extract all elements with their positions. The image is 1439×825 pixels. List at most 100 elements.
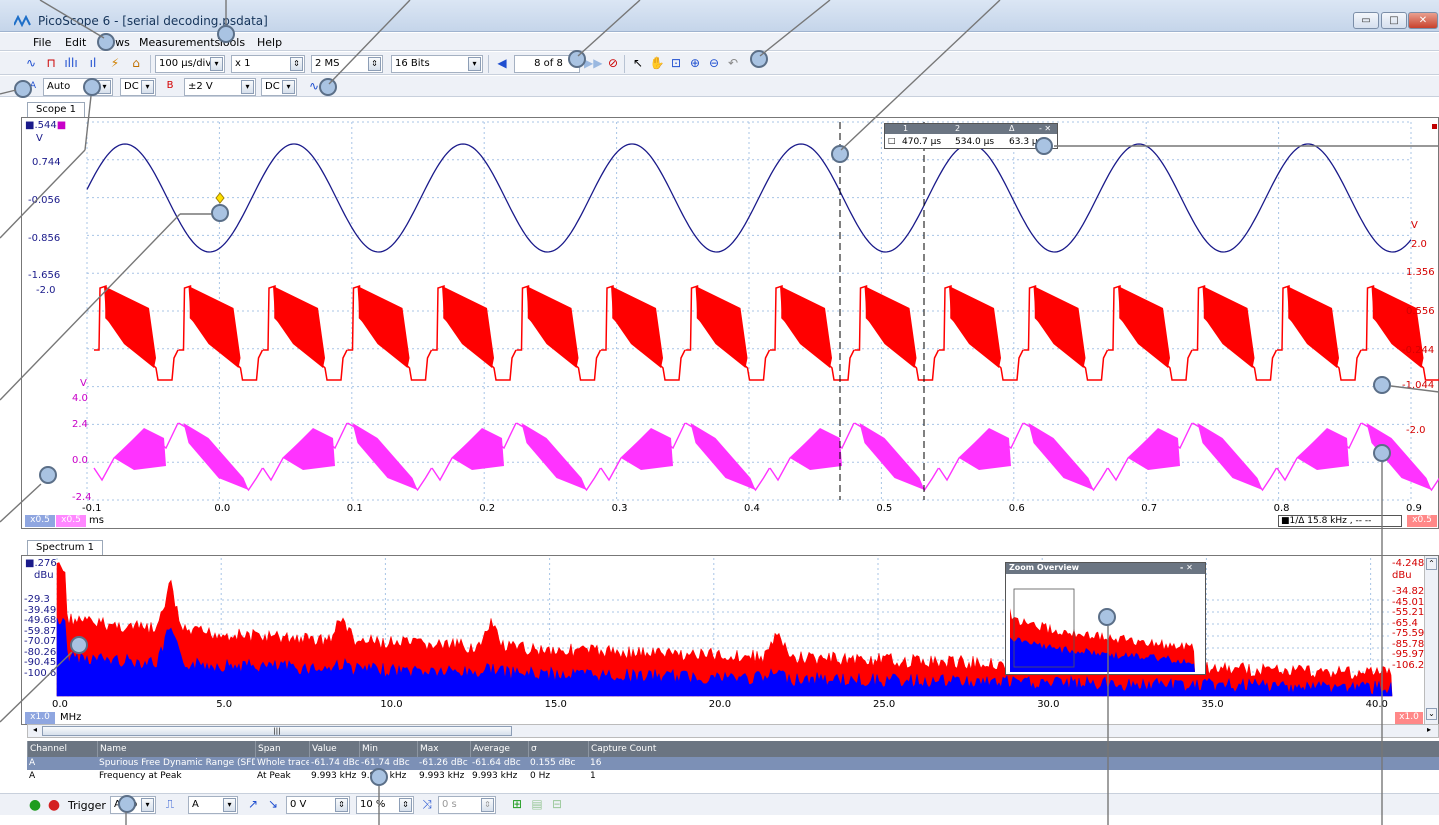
math-zoom-badge[interactable]: x0.5: [56, 515, 86, 527]
zoom-stepper[interactable]: x 1 ⇕: [231, 55, 305, 73]
rising-edge-icon[interactable]: ↗: [247, 797, 259, 811]
ruler-value-2: 534.0 µs: [955, 137, 995, 147]
undo-zoom-icon[interactable]: ↶: [727, 56, 739, 70]
table-cell: 9.993 kHz: [419, 771, 465, 781]
samples-stepper[interactable]: 2 MS ⇕: [311, 55, 383, 73]
channel-a-zoom-badge[interactable]: x0.5: [25, 515, 55, 527]
previous-buffer-icon[interactable]: ◀: [497, 56, 507, 70]
menu-help[interactable]: Help: [257, 36, 283, 49]
scope-tick-a1: -0.056: [28, 195, 61, 206]
channel-options-icon[interactable]: ∿: [308, 79, 320, 93]
delete-measurement-icon[interactable]: ⊟: [551, 797, 563, 811]
table-cell: 0.155 dBc: [530, 758, 576, 768]
table-header-cell[interactable]: Value: [309, 741, 359, 757]
scope-view[interactable]: ■.544■ V 0.744 -0.056 -0.856 -1.656 -2.0…: [21, 117, 1439, 529]
buffer-overview-icon[interactable]: ⊘: [607, 56, 619, 70]
scroll-thumb[interactable]: |||: [42, 726, 512, 736]
hand-tool-icon[interactable]: ✋: [649, 56, 665, 70]
pretrigger-stepper[interactable]: 10 % ⇕: [356, 796, 414, 814]
scope-tick-b4: -1.044: [1402, 380, 1435, 391]
threshold-stepper[interactable]: 0 V ⇕: [286, 796, 350, 814]
ruler-legend[interactable]: 1 2 Δ - ✕ □ 470.7 µs 534.0 µs 63.3 µs: [884, 123, 1058, 149]
spectrum-a-zoom-badge[interactable]: x1.0: [25, 712, 55, 724]
post-trigger-delay-icon[interactable]: ⤨: [422, 797, 432, 811]
channel-b-coupling-select[interactable]: DC ▾: [261, 78, 297, 96]
table-header-cell[interactable]: Average: [470, 741, 528, 757]
add-measurement-icon[interactable]: ⊞: [511, 797, 523, 811]
auto-setup-icon[interactable]: ⚡: [110, 56, 120, 70]
next-buffer-icon[interactable]: ▶▶: [584, 56, 603, 70]
table-row[interactable]: A Spurious Free Dynamic Range (SFDR) Whole…: [27, 757, 1439, 770]
spectrum-left-tick: -90.45: [24, 657, 57, 668]
measurements-table[interactable]: Channel Name Span Value Min Max Average σ Captur…: [27, 741, 1439, 785]
scope-tick-m1: 2.4: [72, 419, 88, 430]
channel-b-zoom-badge[interactable]: x0.5: [1407, 515, 1437, 527]
ruler-close-icon[interactable]: - ✕: [1039, 124, 1052, 133]
channel-b-range-select[interactable]: ±2 V ▾: [184, 78, 256, 96]
start-icon[interactable]: ●: [28, 797, 42, 813]
table-header-cell[interactable]: Min: [359, 741, 417, 757]
scope-mode-icon[interactable]: ∿: [25, 56, 37, 70]
table-header-cell[interactable]: Name: [97, 741, 255, 757]
scope-x-tick: -0.1: [82, 503, 102, 514]
scroll-up-icon[interactable]: ⌃: [1426, 558, 1437, 570]
channel-b-label[interactable]: B: [166, 80, 174, 91]
menu-file[interactable]: File: [33, 36, 52, 49]
table-header-cell[interactable]: Channel: [27, 741, 97, 757]
maximize-button[interactable]: □: [1381, 12, 1407, 29]
pointer-tool-icon[interactable]: ↖: [632, 56, 644, 70]
edit-measurement-icon[interactable]: ▤: [531, 797, 543, 811]
persistence-mode-icon[interactable]: ⊓: [46, 56, 56, 70]
threshold-value: 0 V: [290, 799, 307, 810]
scope-x-tick: 0.6: [1008, 503, 1025, 514]
spectrum-mode-icon[interactable]: ıllı: [64, 56, 78, 70]
trigger-label: Trigger: [68, 799, 106, 812]
home-icon[interactable]: ⌂: [132, 56, 140, 70]
table-header-cell[interactable]: σ: [528, 741, 588, 757]
delay-stepper[interactable]: 0 s ⇕: [438, 796, 496, 814]
channel-a-range-select[interactable]: Auto ▾: [43, 78, 113, 96]
channel-a-coupling-select[interactable]: DC ▾: [120, 78, 156, 96]
minimize-button[interactable]: ▭: [1353, 12, 1379, 29]
table-header-cell[interactable]: Max: [417, 741, 470, 757]
scroll-down-icon[interactable]: ⌄: [1426, 708, 1437, 720]
trigger-type-icon[interactable]: ⎍: [165, 797, 175, 811]
spectrum-x-tick: 20.0: [708, 699, 732, 710]
callout-marker: [1098, 608, 1116, 626]
zoom-overview-title: Zoom Overview: [1009, 563, 1080, 572]
falling-edge-icon[interactable]: ↘: [267, 797, 279, 811]
spectrum-view[interactable]: ■.276 dBu -29.3 -39.49 -49.68 -59.87 -70.07-…: [21, 555, 1439, 725]
timebase-select[interactable]: 100 µs/div ▾: [155, 55, 225, 73]
scroll-right-icon[interactable]: ▸: [1426, 725, 1431, 734]
tab-spectrum[interactable]: Spectrum 1: [27, 540, 103, 556]
scope-plot: [86, 121, 1439, 501]
channel-a-icon[interactable]: A: [29, 81, 37, 91]
menu-edit[interactable]: Edit: [65, 36, 87, 49]
zoom-overview-close-icon[interactable]: - ✕: [1180, 563, 1193, 572]
callout-marker: [217, 25, 235, 43]
spectrum-right-tick: -65.4: [1392, 617, 1418, 629]
table-header-cell[interactable]: Capture Count: [588, 741, 708, 757]
scope-x-tick: 0.3: [611, 503, 628, 514]
callout-marker: [83, 78, 101, 96]
tab-scope[interactable]: Scope 1: [27, 102, 86, 118]
callout-marker: [1373, 376, 1391, 394]
table-row[interactable]: A Frequency at Peak At Peak 9.993 kHz 9.993 …: [27, 770, 1439, 783]
stop-icon[interactable]: ●: [47, 797, 61, 813]
resolution-select[interactable]: 16 Bits ▾: [391, 55, 483, 73]
zoom-in-icon[interactable]: ⊕: [689, 56, 701, 70]
spectrum-vertical-scrollbar[interactable]: ⌃ ⌄: [1424, 556, 1438, 724]
zoom-area-icon[interactable]: ⊡: [670, 56, 682, 70]
table-header-cell[interactable]: Span: [255, 741, 309, 757]
trigger-source-select[interactable]: A ▾: [188, 796, 238, 814]
zoom-out-icon[interactable]: ⊖: [708, 56, 720, 70]
menu-measurements[interactable]: Measurements: [139, 36, 221, 49]
add-spectrum-view-icon[interactable]: ıl: [89, 56, 97, 70]
close-button[interactable]: ✕: [1408, 12, 1438, 29]
scroll-left-icon[interactable]: ◂: [32, 725, 37, 734]
spectrum-horizontal-scrollbar[interactable]: ◂ ||| ▸: [27, 724, 1439, 738]
scope-x-tick: 0.7: [1141, 503, 1158, 514]
scope-x-tick: 0.0: [214, 503, 231, 514]
channel-a-trace: [86, 143, 1412, 253]
spectrum-b-zoom-badge[interactable]: x1.0: [1395, 712, 1423, 724]
